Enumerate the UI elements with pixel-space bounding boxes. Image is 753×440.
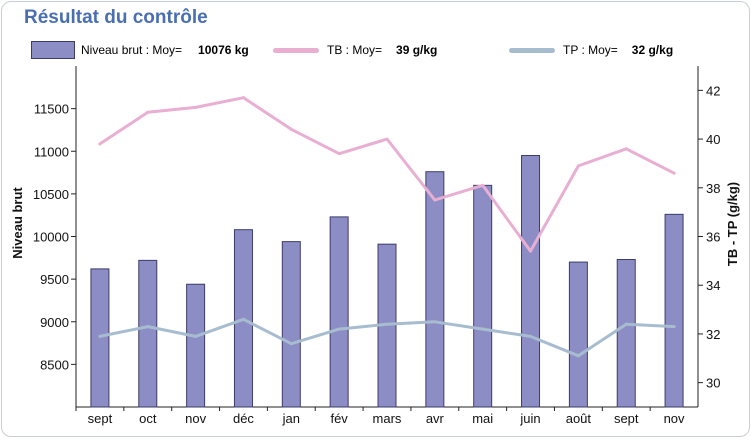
point-tb bbox=[529, 249, 533, 253]
legend-tp-label: TP : Moy= bbox=[563, 43, 618, 57]
legend-tb-value: 39 g/kg bbox=[396, 43, 438, 57]
legend-niveau: Niveau brut : Moy= 10076 kg bbox=[31, 40, 249, 60]
y2-tick-label: 42 bbox=[706, 83, 720, 98]
legend-tp: TP : Moy= 32 g/kg bbox=[509, 40, 673, 60]
legend-niveau-value: 10076 kg bbox=[198, 43, 249, 57]
y-tick-label: 11500 bbox=[34, 102, 69, 117]
x-tick-label: sept bbox=[88, 411, 113, 426]
legend-tb-label: TB : Moy= bbox=[327, 43, 383, 57]
y-tick-label: 8500 bbox=[40, 357, 69, 372]
point-tp bbox=[241, 317, 245, 321]
point-tb bbox=[241, 96, 245, 100]
bar bbox=[568, 261, 588, 408]
x-tick-label: jan bbox=[282, 411, 300, 426]
point-tb bbox=[146, 110, 150, 114]
point-tp bbox=[289, 342, 293, 346]
bar bbox=[521, 155, 541, 408]
bar bbox=[425, 171, 445, 408]
y-tick-label: 9500 bbox=[40, 272, 69, 287]
point-tb bbox=[385, 137, 389, 141]
axes bbox=[71, 66, 703, 411]
x-tick-label: oct bbox=[139, 411, 157, 426]
x-tick-label: août bbox=[566, 411, 592, 426]
y2-tick-label: 38 bbox=[706, 181, 720, 196]
y-tick-label: 10000 bbox=[33, 230, 69, 245]
point-tp bbox=[433, 320, 437, 324]
bar bbox=[664, 213, 684, 408]
x-tick-label: déc bbox=[233, 411, 254, 426]
bar bbox=[616, 259, 636, 408]
y-axis-label: Niveau brut bbox=[10, 187, 25, 259]
point-tp bbox=[624, 322, 628, 326]
y2-tick-label: 40 bbox=[706, 132, 720, 147]
point-tp bbox=[481, 327, 485, 331]
x-tick-label: juin bbox=[519, 411, 540, 426]
point-tp bbox=[146, 325, 150, 329]
point-tb bbox=[672, 171, 676, 175]
point-tb bbox=[576, 164, 580, 168]
point-tb bbox=[481, 183, 485, 187]
y2-axis-label: TB - TP (g/kg) bbox=[725, 182, 740, 266]
point-tb bbox=[433, 198, 437, 202]
legend-tb: TB : Moy= 39 g/kg bbox=[273, 40, 437, 60]
bar bbox=[138, 259, 158, 408]
legend-niveau-label: Niveau brut : Moy= bbox=[81, 43, 183, 57]
y-tick-label: 10500 bbox=[33, 187, 69, 202]
tick-labels: 8500 9000 9500 10000 10500 11000 11500 30 32 34 36… bbox=[33, 83, 721, 426]
point-tb bbox=[194, 105, 198, 109]
x-tick-label: mars bbox=[373, 411, 402, 426]
x-tick-label: sept bbox=[614, 411, 639, 426]
point-tp bbox=[576, 354, 580, 358]
point-tp bbox=[529, 334, 533, 338]
x-tick-label: fév bbox=[330, 411, 348, 426]
point-tp bbox=[385, 322, 389, 326]
y-tick-label: 11000 bbox=[34, 144, 69, 159]
point-tb bbox=[624, 147, 628, 151]
line-series bbox=[98, 96, 676, 358]
point-tp bbox=[194, 334, 198, 338]
point-tb bbox=[337, 152, 341, 156]
point-tb bbox=[98, 142, 102, 146]
y2-tick-label: 36 bbox=[706, 230, 720, 245]
bar bbox=[473, 184, 493, 408]
legend-tp-swatch bbox=[509, 47, 555, 53]
series-line-tb bbox=[98, 96, 676, 253]
x-tick-label: nov bbox=[664, 411, 685, 426]
bar-series bbox=[90, 155, 684, 408]
x-tick-label: mai bbox=[472, 411, 493, 426]
bar bbox=[90, 268, 110, 408]
point-tp bbox=[98, 334, 102, 338]
point-tp bbox=[337, 327, 341, 331]
bar bbox=[186, 283, 206, 408]
point-tp bbox=[672, 325, 676, 329]
x-tick-label: avr bbox=[426, 411, 445, 426]
point-tb bbox=[289, 127, 293, 131]
y2-tick-label: 34 bbox=[706, 278, 720, 293]
legend-tb-swatch bbox=[273, 47, 319, 53]
bar bbox=[329, 216, 349, 408]
legend-tp-value: 32 g/kg bbox=[631, 43, 674, 57]
y2-tick-label: 30 bbox=[706, 376, 720, 391]
y2-tick-label: 32 bbox=[706, 327, 720, 342]
x-tick-label: nov bbox=[185, 411, 206, 426]
chart-title: Résultat du contrôle bbox=[24, 7, 208, 28]
y-tick-label: 9000 bbox=[40, 315, 69, 330]
legend-bar-swatch bbox=[31, 41, 75, 59]
bar bbox=[281, 241, 301, 408]
